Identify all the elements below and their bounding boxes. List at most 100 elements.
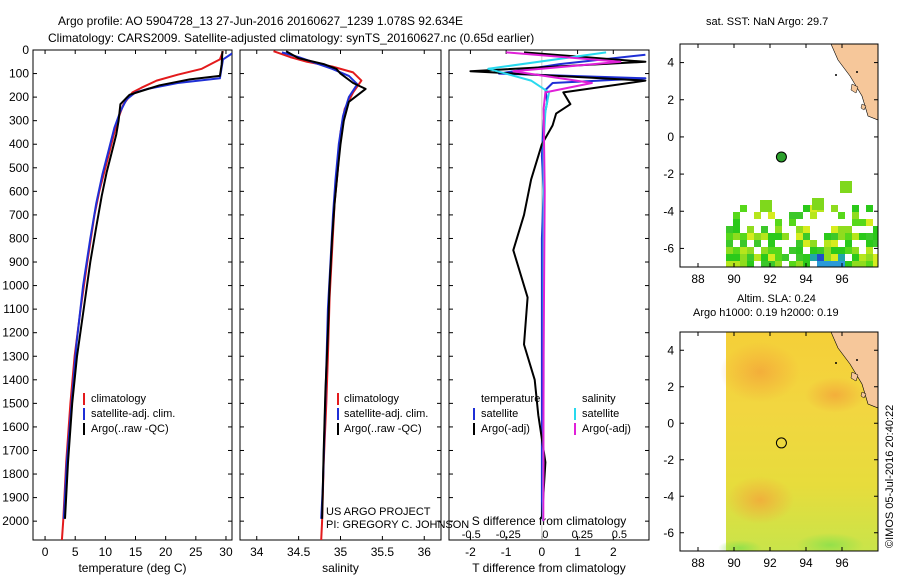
legend-label-argo: Argo(..raw -QC) bbox=[344, 423, 422, 435]
sst-cell bbox=[831, 233, 838, 240]
sst-cell bbox=[768, 261, 775, 267]
sst-cell bbox=[726, 226, 733, 233]
sst-cell bbox=[754, 212, 761, 219]
sst-cell bbox=[845, 233, 852, 240]
sst-cell bbox=[768, 254, 775, 261]
sst-cell bbox=[768, 240, 775, 247]
sst-cell bbox=[733, 247, 740, 254]
sst-cell bbox=[838, 233, 845, 240]
sst-cell bbox=[761, 233, 768, 240]
sst-cell bbox=[810, 254, 817, 261]
map-x-tick-label: 92 bbox=[763, 272, 777, 286]
sst-cell bbox=[740, 205, 747, 212]
map-x-tick-label: 88 bbox=[691, 272, 705, 286]
x-tick-label: 10 bbox=[99, 545, 113, 559]
sst-cell bbox=[803, 254, 810, 261]
argo-float-marker bbox=[775, 437, 787, 449]
sst-cell bbox=[852, 261, 859, 267]
land-islet bbox=[835, 74, 837, 76]
sla-high-blob bbox=[720, 342, 800, 402]
salinity-panel: 34 34.5 35 35.5 36 salinity bbox=[239, 49, 442, 575]
map-x-tick-label: 88 bbox=[691, 556, 705, 570]
sst-cell bbox=[845, 226, 852, 233]
series-salinity-argo-adj- bbox=[506, 51, 622, 522]
y-tick-label: 1300 bbox=[2, 349, 29, 363]
sst-cell bbox=[873, 226, 878, 233]
sst-cell bbox=[840, 181, 852, 193]
legend-label-satellite: satellite-adj. clim. bbox=[344, 408, 428, 420]
sst-cell bbox=[812, 198, 824, 210]
sst-cell bbox=[852, 233, 859, 240]
map-y-tick-label: -6 bbox=[663, 241, 674, 255]
sst-cell bbox=[838, 212, 845, 219]
x-tick-label: 20 bbox=[159, 545, 173, 559]
map-y-tick-label: 4 bbox=[667, 56, 674, 70]
sst-cell bbox=[747, 233, 754, 240]
y-tick-label: 1400 bbox=[2, 373, 29, 387]
y-tick-label: 400 bbox=[9, 137, 29, 151]
y-tick-label: 1000 bbox=[2, 279, 29, 293]
map-y-tick-label: -6 bbox=[663, 526, 674, 540]
sst-cell bbox=[810, 247, 817, 254]
sst-cell bbox=[803, 226, 810, 233]
sst-cell bbox=[838, 254, 845, 261]
x-tick-label: 35 bbox=[334, 545, 348, 559]
sst-cell bbox=[824, 247, 831, 254]
sst-cell bbox=[817, 247, 824, 254]
y-tick-label: 1100 bbox=[3, 302, 29, 316]
y-tick-label: 2000 bbox=[2, 514, 29, 528]
legend-label-climatology: climatology bbox=[344, 393, 400, 405]
header-line-1: Argo profile: AO 5904728_13 27-Jun-2016 … bbox=[58, 14, 463, 28]
sst-cell bbox=[775, 233, 782, 240]
y-tick-label: 100 bbox=[9, 67, 29, 81]
y-tick-label: 500 bbox=[9, 161, 29, 175]
x-tick-label: 25 bbox=[189, 545, 203, 559]
sst-cell bbox=[866, 247, 873, 254]
land-islet bbox=[835, 362, 837, 364]
sst-cell bbox=[726, 233, 733, 240]
sst-cell bbox=[852, 247, 859, 254]
y-tick-label: 1500 bbox=[2, 396, 29, 410]
sst-cell bbox=[866, 261, 873, 267]
sst-cell bbox=[852, 205, 859, 212]
sst-cell bbox=[859, 219, 866, 226]
legend-label-climatology: climatology bbox=[91, 393, 147, 405]
map-y-tick-label: -4 bbox=[663, 489, 674, 503]
plot-frame bbox=[239, 49, 442, 541]
sst-cell bbox=[754, 233, 761, 240]
sst-cell bbox=[768, 247, 775, 254]
legend-label-satellite: satellite-adj. clim. bbox=[91, 408, 175, 420]
x-tick-label: 35.5 bbox=[371, 545, 395, 559]
y-tick-label: 600 bbox=[9, 184, 29, 198]
sst-cell bbox=[740, 233, 747, 240]
y-tick-label: 700 bbox=[9, 208, 29, 222]
sst-cell bbox=[796, 240, 803, 247]
y-tick-label: 200 bbox=[9, 90, 29, 104]
sst-cells bbox=[726, 181, 878, 267]
sst-cell bbox=[761, 247, 768, 254]
salinity-legend: climatology satellite-adj. clim. Argo(..… bbox=[337, 393, 428, 435]
x-tick-label: -2 bbox=[465, 545, 476, 559]
legend-label-argo: Argo(..raw -QC) bbox=[91, 423, 169, 435]
sst-cell bbox=[852, 254, 859, 261]
sst-cell bbox=[768, 233, 775, 240]
sla-map-title: Altim. SLA: 0.24 bbox=[737, 293, 816, 305]
map-x-tick-label: 90 bbox=[727, 556, 741, 570]
sla-map: 88 90 92 94 96 4 2 0 -2 -4 -6 bbox=[663, 331, 879, 570]
sst-cell bbox=[796, 233, 803, 240]
top-x-tick-label: -0.5 bbox=[462, 529, 481, 541]
legend-heading-temperature: temperature bbox=[481, 393, 540, 405]
map-x-tick-label: 96 bbox=[835, 272, 849, 286]
sst-cell bbox=[760, 200, 772, 212]
difference-panel: -2 -1 0 1 2 T difference from climatology -0.5… bbox=[448, 49, 650, 575]
map-x-tick-label: 90 bbox=[727, 272, 741, 286]
sst-cell bbox=[775, 226, 782, 233]
sst-cell bbox=[733, 233, 740, 240]
land-islet bbox=[856, 71, 858, 73]
y-tick-label: 1900 bbox=[2, 491, 29, 505]
y-tick-label: 1600 bbox=[2, 420, 29, 434]
sst-cell bbox=[831, 226, 838, 233]
sst-map-axes: 88 90 92 94 96 4 2 0 -2 -4 -6 bbox=[663, 44, 878, 286]
temperature-panel: 0100200300400500600700800900100011001200… bbox=[2, 43, 233, 575]
